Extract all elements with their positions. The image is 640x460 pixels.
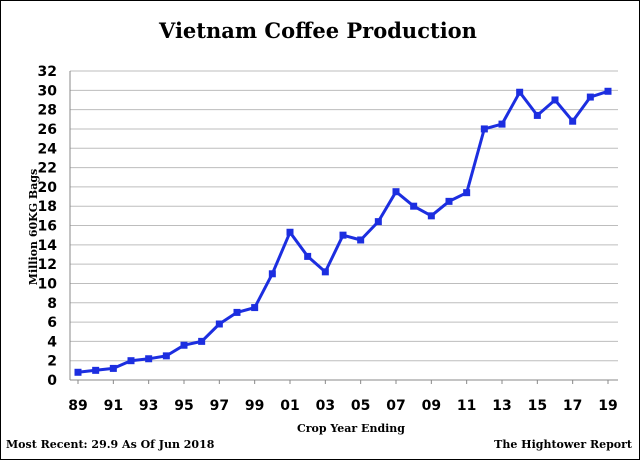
- x-tick-label: 89: [68, 398, 87, 414]
- data-point-2011: [463, 189, 471, 197]
- data-point-1989: [74, 368, 82, 376]
- x-tick-label: 09: [422, 398, 441, 414]
- data-point-2000: [268, 270, 276, 278]
- y-tick-label: 4: [47, 334, 57, 350]
- y-tick-label: 22: [38, 161, 57, 177]
- x-tick-label: 05: [351, 398, 370, 414]
- x-tick-label: 99: [245, 398, 264, 414]
- x-tick-label: 95: [174, 398, 193, 414]
- data-point-2007: [392, 188, 400, 196]
- grid-layer: [69, 70, 618, 381]
- data-point-1996: [198, 337, 206, 345]
- y-tick-label: 12: [38, 257, 57, 273]
- y-tick-label: 8: [47, 296, 57, 312]
- chart-title: Vietnam Coffee Production: [158, 18, 477, 43]
- data-point-1999: [251, 304, 259, 312]
- data-point-1992: [127, 357, 135, 365]
- x-tick-label: 13: [492, 398, 511, 414]
- y-tick-label: 10: [38, 276, 58, 292]
- x-tick-label: 17: [563, 398, 582, 414]
- data-point-2008: [410, 202, 418, 210]
- y-tick-label: 28: [38, 103, 57, 119]
- y-tick-label: 0: [47, 373, 57, 389]
- data-point-2002: [304, 252, 312, 260]
- x-tick-label: 97: [210, 398, 229, 414]
- data-point-2003: [321, 268, 329, 276]
- data-point-2019: [604, 87, 612, 95]
- y-tick-label: 24: [38, 141, 58, 157]
- data-point-1990: [92, 366, 100, 374]
- x-tick-label: 01: [280, 398, 299, 414]
- y-tick-label: 16: [38, 219, 57, 235]
- series-layer: [74, 87, 612, 376]
- data-point-1991: [109, 364, 117, 372]
- y-tick-label: 26: [38, 122, 57, 138]
- data-point-2012: [480, 125, 488, 133]
- y-tick-label: 20: [38, 180, 58, 196]
- data-point-1995: [180, 341, 188, 349]
- data-point-2016: [551, 96, 559, 104]
- x-tick-label: 07: [386, 398, 405, 414]
- data-point-2009: [427, 212, 435, 220]
- y-tick-label: 2: [47, 354, 57, 370]
- y-tick-label: 6: [47, 315, 57, 331]
- data-point-1997: [215, 320, 223, 328]
- x-axis-label: Crop Year Ending: [297, 422, 405, 435]
- data-point-1993: [145, 355, 153, 363]
- data-point-2018: [586, 93, 594, 101]
- data-point-2014: [516, 88, 524, 96]
- y-tick-label: 18: [38, 199, 57, 215]
- data-point-2006: [374, 218, 382, 226]
- x-tick-label: 19: [598, 398, 617, 414]
- footer-most-recent: Most Recent: 29.9 As Of Jun 2018: [6, 438, 215, 451]
- data-point-2004: [339, 231, 347, 239]
- data-point-2010: [445, 197, 453, 205]
- y-tick-label: 14: [38, 238, 58, 254]
- x-axis-ticks: 89 91 93 95 97 99 01 03 05 07 09 11 13 15 17 19: [68, 380, 618, 414]
- x-tick-label: 93: [139, 398, 158, 414]
- y-axis-label: Million 60KG Bags: [27, 169, 40, 285]
- data-point-2015: [533, 111, 541, 119]
- data-point-2013: [498, 120, 506, 128]
- x-tick-label: 03: [316, 398, 335, 414]
- y-tick-label: 30: [38, 83, 58, 99]
- data-point-2001: [286, 228, 294, 236]
- y-tick-label: 32: [38, 64, 57, 80]
- data-point-1998: [233, 308, 241, 316]
- data-point-2017: [569, 117, 577, 125]
- x-tick-label: 15: [528, 398, 547, 414]
- data-point-2005: [357, 236, 365, 244]
- x-tick-label: 11: [457, 398, 476, 414]
- x-tick-label: 91: [104, 398, 123, 414]
- footer-source: The Hightower Report: [494, 438, 633, 451]
- data-point-1994: [162, 352, 170, 360]
